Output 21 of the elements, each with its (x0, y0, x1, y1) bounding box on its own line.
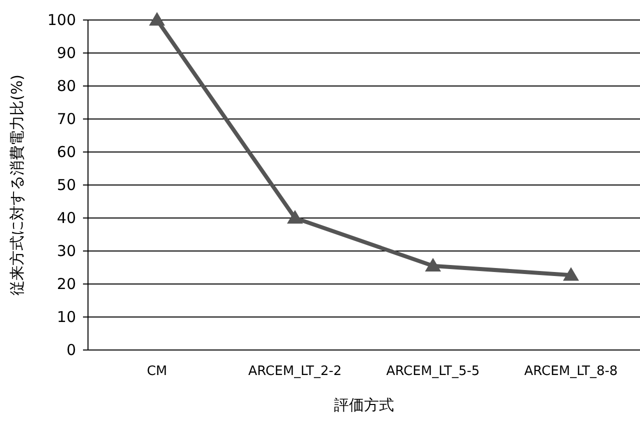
y-tick-label: 70 (56, 110, 76, 128)
x-axis-title: 評価方式 (334, 396, 394, 414)
y-axis-title: 従来方式に対する消費電力比(%) (8, 74, 26, 296)
y-tick-label: 10 (56, 308, 76, 326)
y-tick-label: 60 (56, 143, 76, 161)
y-tick-label: 100 (47, 11, 76, 29)
point (563, 267, 579, 281)
y-tick-label: 90 (56, 44, 76, 62)
x-tick-label: CM (146, 364, 168, 379)
y-tick-label: 20 (56, 275, 76, 293)
point (287, 210, 303, 224)
y-tick-label: 30 (56, 242, 76, 260)
x-tick-label: ARCEM_LT_8-8 (524, 364, 618, 379)
y-tick-label: 50 (56, 176, 76, 194)
x-tick-label: ARCEM_LT_5-5 (386, 364, 480, 379)
y-tick-label: 40 (56, 209, 76, 227)
y-tick-label: 0 (66, 341, 76, 359)
point (149, 12, 165, 26)
y-tick-label: 80 (56, 77, 76, 95)
x-tick-label: ARCEM_LT_2-2 (248, 364, 342, 379)
point (425, 258, 441, 272)
